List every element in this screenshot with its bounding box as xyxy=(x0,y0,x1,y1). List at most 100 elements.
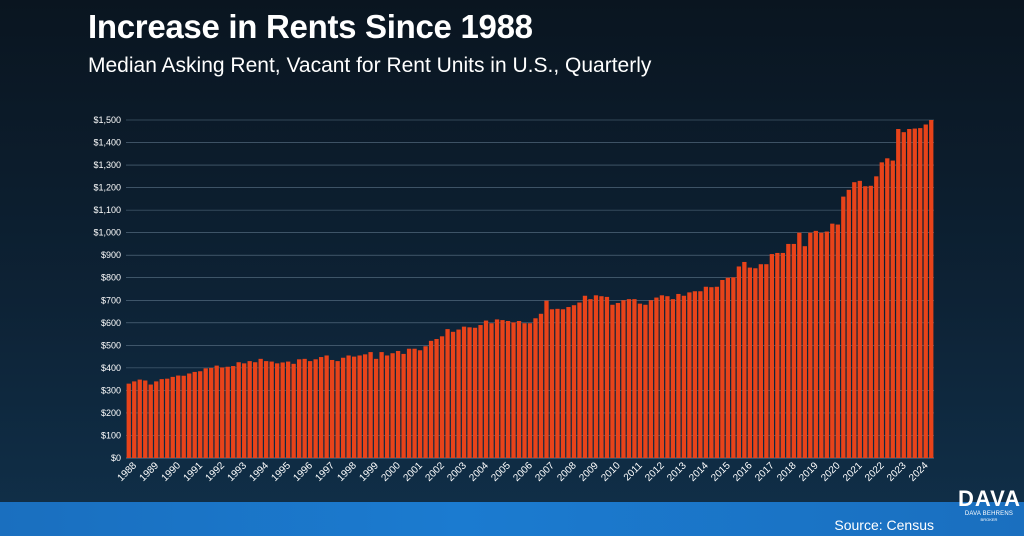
y-tick-label: $600 xyxy=(101,318,121,328)
bar xyxy=(797,232,802,458)
bar xyxy=(676,293,681,458)
bar xyxy=(165,378,170,458)
x-tick-label: 2020 xyxy=(819,460,843,484)
bar xyxy=(362,354,368,458)
x-tick-label: 1989 xyxy=(138,460,162,484)
y-tick-label: $1,200 xyxy=(93,183,121,193)
bar xyxy=(681,295,687,458)
bar xyxy=(714,286,720,458)
bar xyxy=(918,128,923,459)
bar xyxy=(434,339,439,458)
bar xyxy=(401,353,406,458)
bar xyxy=(863,186,868,458)
bar xyxy=(753,268,758,458)
bar xyxy=(824,231,829,458)
x-tick-label: 2006 xyxy=(511,460,535,484)
bar xyxy=(593,295,599,458)
bar xyxy=(786,243,791,458)
bar xyxy=(764,264,769,458)
bar xyxy=(698,291,703,458)
x-tick-label: 1998 xyxy=(335,460,359,484)
bar xyxy=(291,363,296,458)
bar xyxy=(769,254,774,458)
bar xyxy=(516,321,522,458)
y-tick-label: $1,300 xyxy=(93,160,121,170)
bar xyxy=(560,309,566,458)
bar xyxy=(703,286,709,458)
bar xyxy=(384,355,390,458)
bar xyxy=(896,129,901,458)
x-tick-label: 1988 xyxy=(116,460,140,484)
x-tick-label: 1991 xyxy=(182,460,206,484)
bar xyxy=(582,295,588,458)
bar xyxy=(692,291,698,458)
bar xyxy=(329,359,335,458)
bar xyxy=(791,243,796,458)
bar xyxy=(846,189,851,458)
bar xyxy=(302,358,307,458)
bar xyxy=(351,356,357,458)
dava-logo: DAVA DAVA BEHRENS BROKER xyxy=(958,488,1020,522)
y-tick-label: $700 xyxy=(101,295,121,305)
bar xyxy=(159,379,164,458)
bar xyxy=(808,232,813,458)
bar xyxy=(340,357,346,458)
bar xyxy=(802,246,807,458)
bar xyxy=(450,331,456,458)
x-axis-labels: 1988198919901991199219931994199519961997… xyxy=(116,460,931,484)
chart-title: Increase in Rents Since 1988 xyxy=(88,8,533,45)
bar xyxy=(313,359,318,458)
bar xyxy=(214,365,219,458)
bar xyxy=(192,371,197,458)
bar xyxy=(417,350,423,458)
x-tick-label: 1995 xyxy=(270,460,294,484)
bar xyxy=(835,224,840,458)
bar xyxy=(395,350,401,458)
bar xyxy=(439,336,445,458)
bar xyxy=(538,313,544,458)
bar xyxy=(318,357,324,458)
bar xyxy=(879,162,884,459)
y-tick-label: $400 xyxy=(101,363,121,373)
bar xyxy=(912,128,917,458)
bar xyxy=(890,160,895,458)
bar xyxy=(852,182,857,458)
bar xyxy=(275,363,280,458)
x-tick-label: 2023 xyxy=(885,460,909,484)
bar xyxy=(819,232,824,458)
bar xyxy=(346,355,351,458)
bar xyxy=(170,376,175,458)
bar xyxy=(868,185,873,459)
x-tick-label: 2015 xyxy=(709,460,733,484)
bar xyxy=(203,368,208,458)
logo-name: DAVA BEHRENS xyxy=(964,511,1014,517)
x-tick-label: 2009 xyxy=(577,460,601,484)
bar xyxy=(428,340,434,458)
x-tick-label: 2024 xyxy=(907,460,931,484)
bar xyxy=(874,176,879,458)
bar xyxy=(621,300,626,458)
y-axis-labels: $0 $100 $200 $300 $400 $500 $600 $700 $800 $900 $1… xyxy=(93,115,121,463)
bar xyxy=(604,296,610,458)
x-tick-label: 2012 xyxy=(643,460,667,484)
bar xyxy=(253,362,258,458)
bar xyxy=(555,308,560,458)
bar xyxy=(181,375,186,458)
x-tick-label: 2022 xyxy=(863,460,887,484)
x-tick-label: 2021 xyxy=(841,460,865,484)
bar xyxy=(885,158,890,458)
bar xyxy=(137,379,142,458)
bar xyxy=(242,363,247,458)
bar xyxy=(599,296,604,458)
x-tick-label: 2018 xyxy=(775,460,799,484)
bar xyxy=(357,355,362,458)
bar xyxy=(483,320,489,458)
bar xyxy=(648,300,654,458)
bar xyxy=(736,266,742,458)
y-tick-label: $100 xyxy=(101,430,121,440)
bar xyxy=(297,359,302,458)
bar xyxy=(500,320,505,458)
bar xyxy=(709,287,714,458)
bar xyxy=(566,307,571,458)
bar xyxy=(758,264,763,458)
